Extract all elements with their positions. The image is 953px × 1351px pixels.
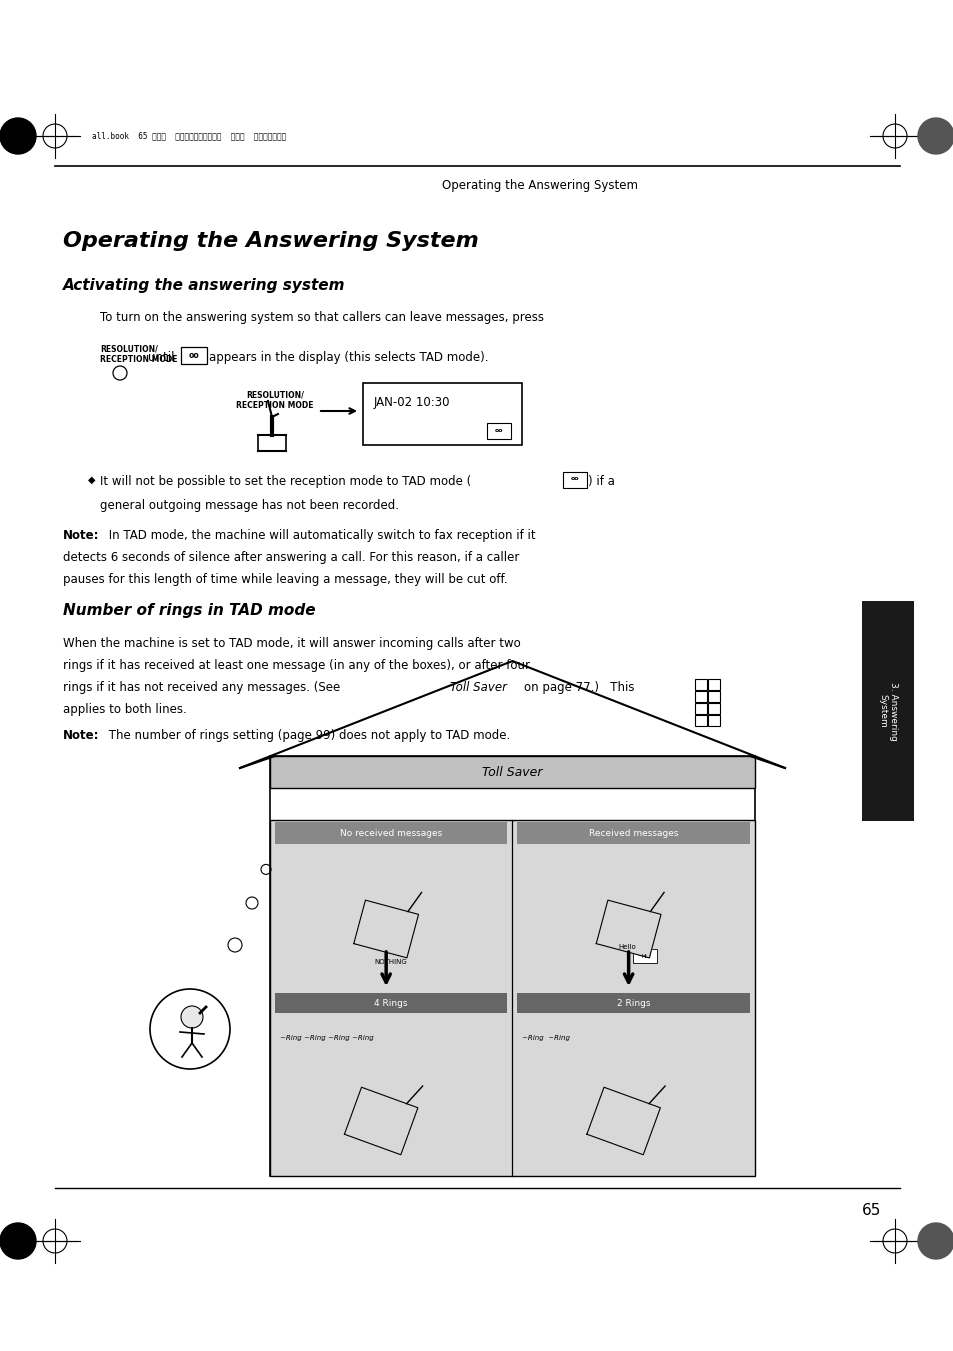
Text: Hello: Hello: [618, 944, 636, 950]
Text: until: until: [148, 351, 174, 363]
Bar: [274, 821, 506, 844]
Text: 2 Rings: 2 Rings: [616, 998, 650, 1008]
Bar: [270, 757, 754, 1175]
Text: Activating the answering system: Activating the answering system: [63, 278, 345, 293]
Text: It will not be possible to set the reception mode to TAD mode (: It will not be possible to set the recep…: [100, 476, 471, 488]
Polygon shape: [354, 900, 418, 958]
Text: ) if a: ) if a: [587, 476, 615, 488]
Bar: [707, 715, 720, 725]
Text: rings if it has not received any messages. (See: rings if it has not received any message…: [63, 681, 340, 694]
Polygon shape: [596, 900, 660, 958]
Polygon shape: [586, 1088, 659, 1155]
Text: rings if it has received at least one message (in any of the boxes), or after fo: rings if it has received at least one me…: [63, 659, 530, 671]
FancyBboxPatch shape: [181, 347, 207, 363]
Text: applies to both lines.: applies to both lines.: [63, 703, 187, 716]
Text: JAN-02 10:30: JAN-02 10:30: [374, 396, 450, 409]
Text: The number of rings setting (page 99) does not apply to TAD mode.: The number of rings setting (page 99) do…: [105, 730, 510, 742]
Bar: [270, 757, 754, 788]
Text: Note:: Note:: [63, 530, 99, 542]
Bar: [270, 820, 754, 1175]
Text: Received messages: Received messages: [588, 828, 678, 838]
Text: No received messages: No received messages: [339, 828, 441, 838]
Bar: [695, 715, 706, 725]
Bar: [707, 690, 720, 703]
Text: detects 6 seconds of silence after answering a call. For this reason, if a calle: detects 6 seconds of silence after answe…: [63, 551, 518, 563]
Text: ~Ring  ~Ring: ~Ring ~Ring: [521, 1035, 569, 1042]
Text: 65: 65: [862, 1202, 881, 1219]
Text: RECEPTION MODE: RECEPTION MODE: [100, 355, 177, 363]
Bar: [517, 821, 749, 844]
Text: NOTHING: NOTHING: [374, 959, 407, 965]
Bar: [274, 993, 506, 1013]
FancyBboxPatch shape: [632, 948, 656, 963]
Text: When the machine is set to TAD mode, it will answer incoming calls after two: When the machine is set to TAD mode, it …: [63, 638, 520, 650]
Text: all.book  65 ページ  ２００４年６月２２日  火曜日  午後１２時１分: all.book 65 ページ ２００４年６月２２日 火曜日 午後１２時１分: [91, 131, 286, 141]
Text: Toll Saver: Toll Saver: [482, 766, 542, 778]
Text: oo: oo: [495, 427, 503, 432]
Circle shape: [917, 1223, 953, 1259]
Text: Number of rings in TAD mode: Number of rings in TAD mode: [63, 603, 315, 617]
Text: on page 77.)   This: on page 77.) This: [523, 681, 634, 694]
Text: ~Ring ~Ring ~Ring ~Ring: ~Ring ~Ring ~Ring ~Ring: [280, 1035, 374, 1042]
Circle shape: [917, 118, 953, 154]
Text: pauses for this length of time while leaving a message, they will be cut off.: pauses for this length of time while lea…: [63, 573, 507, 586]
Bar: [707, 703, 720, 713]
Bar: [695, 703, 706, 713]
Text: oo: oo: [189, 350, 199, 359]
FancyBboxPatch shape: [486, 423, 511, 439]
FancyBboxPatch shape: [363, 382, 521, 444]
Text: Toll Saver: Toll Saver: [450, 681, 506, 694]
Text: Operating the Answering System: Operating the Answering System: [441, 180, 638, 192]
Text: ◆: ◆: [88, 476, 95, 485]
Text: RESOLUTION/: RESOLUTION/: [100, 345, 157, 353]
Text: Note:: Note:: [63, 730, 99, 742]
Text: oo: oo: [570, 477, 578, 481]
Circle shape: [0, 118, 36, 154]
Bar: [695, 680, 706, 690]
Circle shape: [181, 1006, 203, 1028]
Text: 3. Answering
System: 3. Answering System: [878, 681, 897, 740]
Text: RESOLUTION/
RECEPTION MODE: RESOLUTION/ RECEPTION MODE: [236, 390, 314, 411]
Polygon shape: [344, 1088, 417, 1155]
Text: appears in the display (this selects TAD mode).: appears in the display (this selects TAD…: [209, 351, 488, 363]
Bar: [707, 680, 720, 690]
Bar: [270, 820, 754, 1175]
Text: In TAD mode, the machine will automatically switch to fax reception if it: In TAD mode, the machine will automatica…: [105, 530, 535, 542]
Bar: [862, 601, 913, 821]
Text: general outgoing message has not been recorded.: general outgoing message has not been re…: [100, 499, 398, 512]
Text: Hi: Hi: [641, 954, 647, 958]
Circle shape: [0, 1223, 36, 1259]
Bar: [517, 993, 749, 1013]
Text: 4 Rings: 4 Rings: [374, 998, 407, 1008]
Text: To turn on the answering system so that callers can leave messages, press: To turn on the answering system so that …: [100, 311, 543, 324]
FancyBboxPatch shape: [562, 471, 586, 488]
Bar: [695, 690, 706, 703]
Text: Operating the Answering System: Operating the Answering System: [63, 231, 478, 251]
